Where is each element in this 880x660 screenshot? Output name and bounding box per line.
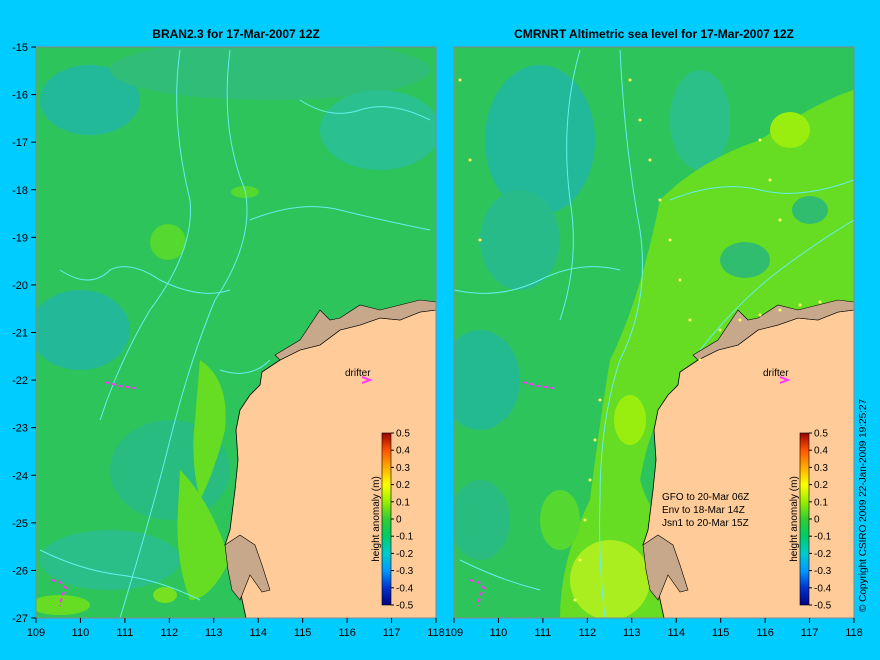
lat-tick-label: -18: [12, 185, 28, 197]
colorbar-tick-label: 0.3: [814, 463, 828, 474]
lat-tick-label: -27: [12, 613, 28, 625]
panel-right: CMRNRT Altimetric sea level for 17-Mar-2…: [453, 27, 855, 619]
lon-tick-label: 110: [72, 627, 90, 639]
longitude-axis-right: 109 110 111 112 113 114 115 116 117 118: [445, 618, 863, 639]
coastal-shelf: [274, 299, 436, 361]
colorbar-tick-label: 0.2: [396, 480, 410, 491]
contour-lines: [454, 49, 854, 618]
lat-tick-label: -23: [12, 423, 28, 435]
copyright-notice: © Copyright CSIRO 2009 22-Jan-2009 19:25…: [858, 399, 869, 612]
colorbar-tick-label: -0.1: [814, 532, 832, 543]
colorbar-tick-label: -0.5: [396, 601, 414, 612]
contour-lines: [39, 49, 431, 618]
lon-tick-label: 112: [579, 627, 597, 639]
colorbar-left: 0.5 0.4 0.3 0.2 0.1 0 -0.1 -0.2 -0.3 -0.4 -0.5 heig…: [371, 429, 414, 612]
panel-title: CMRNRT Altimetric sea level for 17-Mar-2…: [514, 27, 794, 41]
obs-note: GFO to 20-Mar 06Z: [662, 492, 749, 503]
obs-note: Env to 18-Mar 14Z: [662, 505, 745, 516]
colorbar-tick-label: 0.5: [814, 429, 828, 440]
colorbar-tick-label: -0.3: [814, 566, 832, 577]
lat-tick-label: -17: [12, 137, 28, 149]
longitude-axis-left: 109 110 111 112 113 114 115 116 117 118: [27, 618, 445, 639]
lat-tick-label: -22: [12, 375, 28, 387]
colorbar-tick-label: -0.5: [814, 601, 832, 612]
lon-tick-label: 117: [801, 627, 819, 639]
colorbar-tick-label: 0.2: [814, 480, 828, 491]
colorbar-tick-label: -0.4: [814, 583, 832, 594]
lat-tick-label: -16: [12, 90, 28, 102]
obs-note: Jsn1 to 20-Mar 15Z: [662, 518, 749, 529]
colorbar-tick-label: -0.2: [396, 549, 414, 560]
lon-tick-label: 113: [623, 627, 641, 639]
panel-title: BRAN2.3 for 17-Mar-2007 12Z: [152, 27, 319, 41]
sea-level-field: drifter: [36, 47, 436, 618]
colorbar-tick-label: -0.3: [396, 566, 414, 577]
lat-tick-label: -26: [12, 565, 28, 577]
lon-tick-label: 114: [667, 627, 685, 639]
lat-tick-label: -25: [12, 518, 28, 530]
colorbar-tick-label: 0.1: [814, 497, 828, 508]
altimeter-tracks: [458, 78, 822, 602]
lat-tick-label: -24: [12, 470, 28, 482]
colorbar-tick-label: 0.4: [814, 446, 828, 457]
lon-tick-label: 110: [490, 627, 508, 639]
shark-bay: [224, 534, 271, 601]
coastal-shelf: [692, 299, 854, 361]
drifter-track: [469, 579, 486, 607]
lat-tick-label: -21: [12, 328, 28, 340]
lon-tick-label: 111: [117, 627, 134, 639]
colorbar-label: height anomaly (m): [371, 476, 382, 562]
latitude-axis-left: -15 -16 -17 -18 -19 -20 -21 -22 -23 -24 -25 -26 -27: [12, 42, 36, 625]
drifter-track: [104, 381, 136, 389]
colorbar-tick-label: 0: [814, 515, 820, 526]
drifter-track: [51, 579, 68, 607]
drifter-arrow: [361, 376, 373, 384]
colorbar-tick-label: -0.2: [814, 549, 832, 560]
colorbar-ramp: [799, 432, 810, 606]
colorbar-tick-label: 0.4: [396, 446, 410, 457]
lon-tick-label: 117: [383, 627, 401, 639]
lon-tick-label: 116: [756, 627, 774, 639]
lon-tick-label: 118: [845, 627, 863, 639]
colorbar-tick-label: -0.4: [396, 583, 414, 594]
drifter-label: drifter: [345, 368, 371, 379]
colorbar-tick-label: 0.3: [396, 463, 410, 474]
shark-bay: [642, 534, 689, 601]
lon-tick-label: 111: [535, 627, 552, 639]
colorbar-tick-label: -0.1: [396, 532, 414, 543]
colorbar-tick-label: 0.1: [396, 497, 410, 508]
drifter-arrow: [779, 376, 791, 384]
lon-tick-label: 115: [294, 627, 312, 639]
drifter-track: [522, 381, 554, 389]
sea-level-field: GFO to 20-Mar 06Z Env to 18-Mar 14Z Jsn1…: [454, 47, 854, 618]
colorbar-tick-label: 0.5: [396, 429, 410, 440]
lat-tick-label: -20: [12, 280, 28, 292]
lat-tick-label: -19: [12, 232, 28, 244]
drifter-label: drifter: [763, 368, 789, 379]
lon-tick-label: 114: [249, 627, 267, 639]
panel-left: BRAN2.3 for 17-Mar-2007 12Z: [35, 27, 437, 619]
colorbar-right: 0.5 0.4 0.3 0.2 0.1 0 -0.1 -0.2 -0.3 -0.4 -0.5 heig…: [789, 429, 832, 612]
lon-tick-label: 109: [27, 627, 45, 639]
lon-tick-label: 112: [161, 627, 179, 639]
lon-tick-label: 118: [427, 627, 445, 639]
lon-tick-label: 113: [205, 627, 223, 639]
lat-tick-label: -15: [12, 42, 28, 54]
lon-tick-label: 116: [338, 627, 356, 639]
colorbar-tick-label: 0: [396, 515, 402, 526]
lon-tick-label: 115: [712, 627, 730, 639]
lon-tick-label: 109: [445, 627, 463, 639]
colorbar-ramp: [381, 432, 392, 606]
colorbar-label: height anomaly (m): [789, 476, 800, 562]
